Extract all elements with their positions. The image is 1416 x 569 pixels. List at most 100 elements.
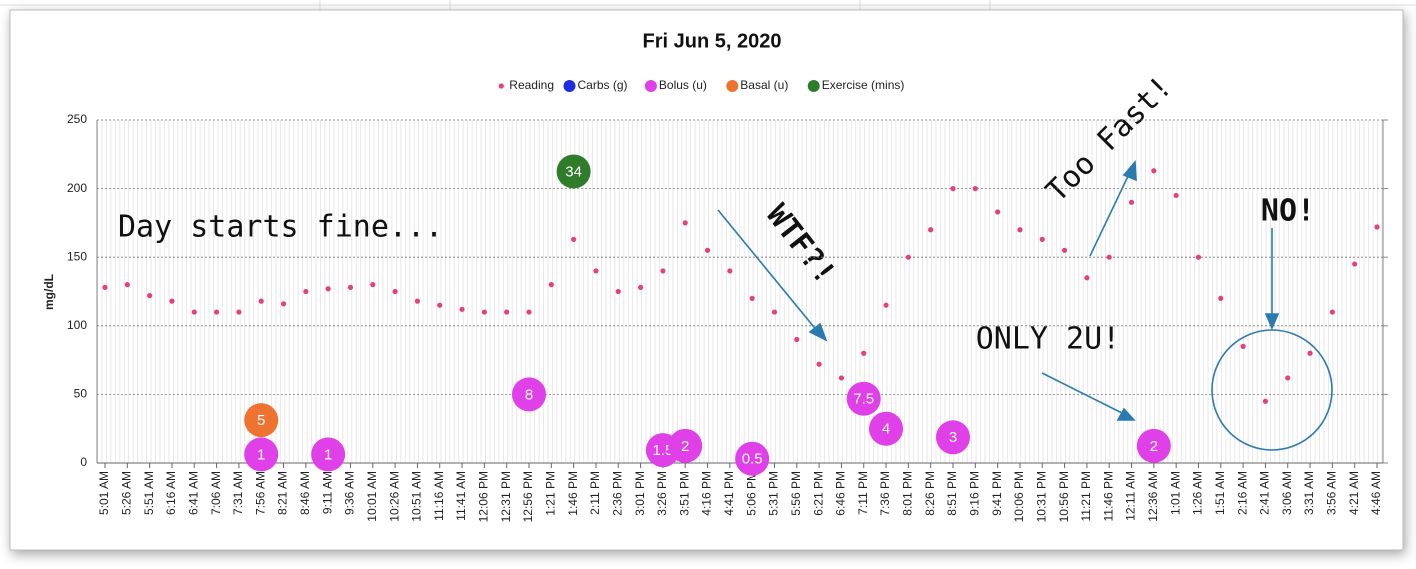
x-tick-label: 11:21 PM — [1079, 471, 1093, 521]
x-tick-label: 2:11 PM — [588, 471, 602, 515]
x-tick-label: 4:21 AM — [1347, 471, 1361, 515]
reading-dot — [682, 220, 688, 226]
reading-dot — [548, 282, 554, 288]
reading-dot — [191, 309, 197, 315]
reading-dot — [325, 286, 331, 292]
y-tick-label: 50 — [74, 387, 88, 401]
x-tick-label: 2:16 AM — [1235, 471, 1249, 515]
x-tick-label: 1:51 AM — [1213, 471, 1227, 515]
x-tick-label: 12:36 AM — [1146, 471, 1160, 522]
reading-dot — [727, 268, 733, 274]
reading-dot — [347, 284, 354, 290]
y-axis-label: mg/dL — [42, 274, 56, 310]
bubble — [1136, 428, 1171, 463]
reading-dot — [950, 186, 956, 192]
reading-dot — [883, 302, 889, 308]
reading-dot — [392, 288, 398, 295]
reading-dot — [526, 309, 532, 315]
reading-dot — [1017, 227, 1023, 233]
bubble — [869, 411, 904, 446]
annotation: NO! — [1261, 194, 1315, 229]
x-tick-label: 8:46 AM — [298, 471, 312, 515]
legend-marker — [563, 80, 576, 92]
x-tick-label: 12:06 PM — [477, 471, 491, 522]
legend-marker — [498, 83, 504, 89]
x-tick-label: 2:36 PM — [610, 471, 624, 516]
reading-dot — [459, 306, 465, 312]
y-tick-label: 0 — [80, 455, 87, 469]
reading-dot — [593, 268, 599, 274]
y-tick-label: 150 — [67, 249, 87, 263]
reading-dot — [481, 309, 487, 315]
data-label: 2 — [1150, 438, 1158, 455]
reading-dot — [1084, 275, 1090, 281]
reading-dot — [1374, 224, 1380, 230]
reading-dot — [1240, 343, 1246, 349]
data-label: 5 — [257, 412, 265, 429]
data-label: 34 — [565, 163, 582, 180]
x-tick-label: 8:51 PM — [945, 471, 959, 516]
legend-label: Carbs (g) — [578, 78, 628, 92]
reading-dot — [1173, 192, 1179, 199]
reading-dot — [414, 298, 421, 304]
reading-dot — [1195, 254, 1202, 260]
reading-dot — [704, 247, 711, 253]
x-tick-label: 1:01 AM — [1168, 471, 1182, 515]
reading-dot — [147, 293, 153, 299]
bubble — [512, 377, 546, 412]
reading-dot — [771, 309, 778, 315]
bubble — [846, 381, 881, 416]
legend-label: Reading — [509, 78, 554, 92]
x-tick-label: 8:01 PM — [901, 471, 915, 516]
x-tick-label: 5:26 AM — [119, 471, 133, 515]
plot-area: 0 50 100 150 200 250 5:01 AM 5:26 AM 5:51 AM 6:16… — [67, 112, 1388, 522]
y-tick-label: 250 — [67, 112, 87, 126]
reading-dot — [995, 209, 1001, 215]
x-tick-label: 5:06 PM — [744, 471, 758, 516]
x-tick-label: 5:01 AM — [97, 471, 111, 515]
bubble — [244, 403, 279, 438]
x-tick-label: 1:21 PM — [543, 471, 557, 516]
x-tick-label: 9:36 AM — [343, 471, 357, 515]
legend-label: Basal (u) — [740, 78, 788, 92]
reading-dot — [213, 309, 220, 315]
x-tick-label: 1:26 AM — [1191, 471, 1205, 515]
x-tick-label: 7:36 PM — [878, 471, 892, 516]
x-tick-label: 6:16 AM — [164, 471, 178, 515]
data-label: 7.5 — [853, 391, 874, 408]
legend-marker — [807, 80, 820, 92]
x-tick-label: 4:16 PM — [700, 471, 714, 516]
sheet-background — [0, 0, 1416, 12]
reading-dot — [437, 302, 443, 308]
reading-dot — [124, 282, 130, 288]
reading-dot — [905, 254, 911, 260]
reading-dot — [1151, 168, 1157, 174]
reading-dot — [838, 375, 845, 381]
x-tick-label: 7:31 AM — [231, 471, 245, 515]
reading-dot — [816, 361, 822, 367]
reading-dot — [571, 236, 577, 242]
bubble — [556, 154, 591, 189]
x-tick-label: 4:46 AM — [1369, 471, 1383, 515]
y-tick-label: 100 — [67, 318, 87, 332]
data-label: 4 — [882, 421, 890, 438]
reading-dot — [861, 350, 867, 356]
x-tick-label: 10:01 AM — [365, 471, 379, 522]
reading-dot — [1218, 295, 1224, 301]
x-tick-label: 10:56 PM — [1057, 471, 1071, 522]
reading-dot — [169, 298, 175, 304]
x-tick-label: 7:11 PM — [856, 471, 870, 515]
x-tick-label: 3:31 AM — [1302, 471, 1316, 515]
x-tick-label: 7:56 AM — [253, 471, 267, 515]
bubble — [936, 420, 970, 455]
annotation: Day starts fine... — [118, 210, 443, 245]
bubble — [735, 441, 770, 476]
bubble — [244, 437, 279, 472]
data-label: 0.5 — [742, 451, 763, 468]
reading-dot — [972, 186, 978, 192]
legend-marker — [726, 80, 739, 92]
x-tick-label: 11:16 AM — [432, 471, 446, 521]
data-label: 1 — [257, 446, 265, 463]
data-label: 2 — [681, 438, 689, 455]
x-tick-label: 9:41 PM — [990, 471, 1004, 516]
